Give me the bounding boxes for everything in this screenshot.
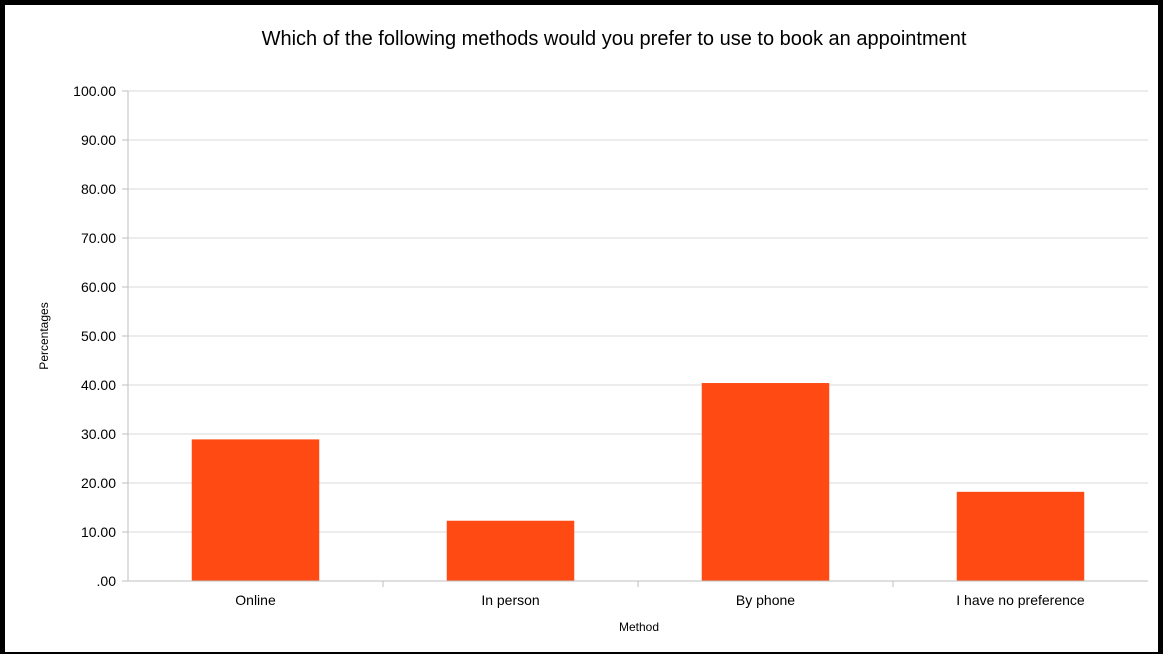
x-axis-ticks: Online In person By phone I have no prefere… — [235, 592, 1085, 608]
y-tick-label: 10.00 — [81, 524, 116, 540]
x-tick-label: Online — [235, 592, 276, 608]
x-axis-label: Method — [619, 620, 659, 634]
bar-online — [192, 439, 320, 581]
y-tick-label: 50.00 — [81, 328, 116, 344]
bar-i-have-no-preference — [957, 492, 1085, 581]
x-tick-label: In person — [481, 592, 539, 608]
y-tick-label: 60.00 — [81, 279, 116, 295]
y-tick-label: 100.00 — [73, 83, 116, 99]
y-tick-label: 40.00 — [81, 377, 116, 393]
chart-title: Which of the following methods would you… — [262, 28, 967, 50]
y-tick-label: 20.00 — [81, 475, 116, 491]
y-tick-label: 70.00 — [81, 230, 116, 246]
x-tick-label: I have no preference — [956, 592, 1085, 608]
x-tick-label: By phone — [736, 592, 795, 608]
bar-in-person — [447, 521, 575, 581]
y-tick-label: 30.00 — [81, 426, 116, 442]
y-tick-label: .00 — [97, 573, 117, 589]
y-tick-label: 90.00 — [81, 132, 116, 148]
bars — [192, 383, 1085, 581]
bar-by-phone — [702, 383, 830, 581]
y-tick-label: 80.00 — [81, 181, 116, 197]
y-axis-ticks: .00 10.00 20.00 30.00 40.00 50.00 60.00 70.00 80… — [73, 83, 116, 589]
y-axis-label: Percentages — [37, 302, 51, 369]
